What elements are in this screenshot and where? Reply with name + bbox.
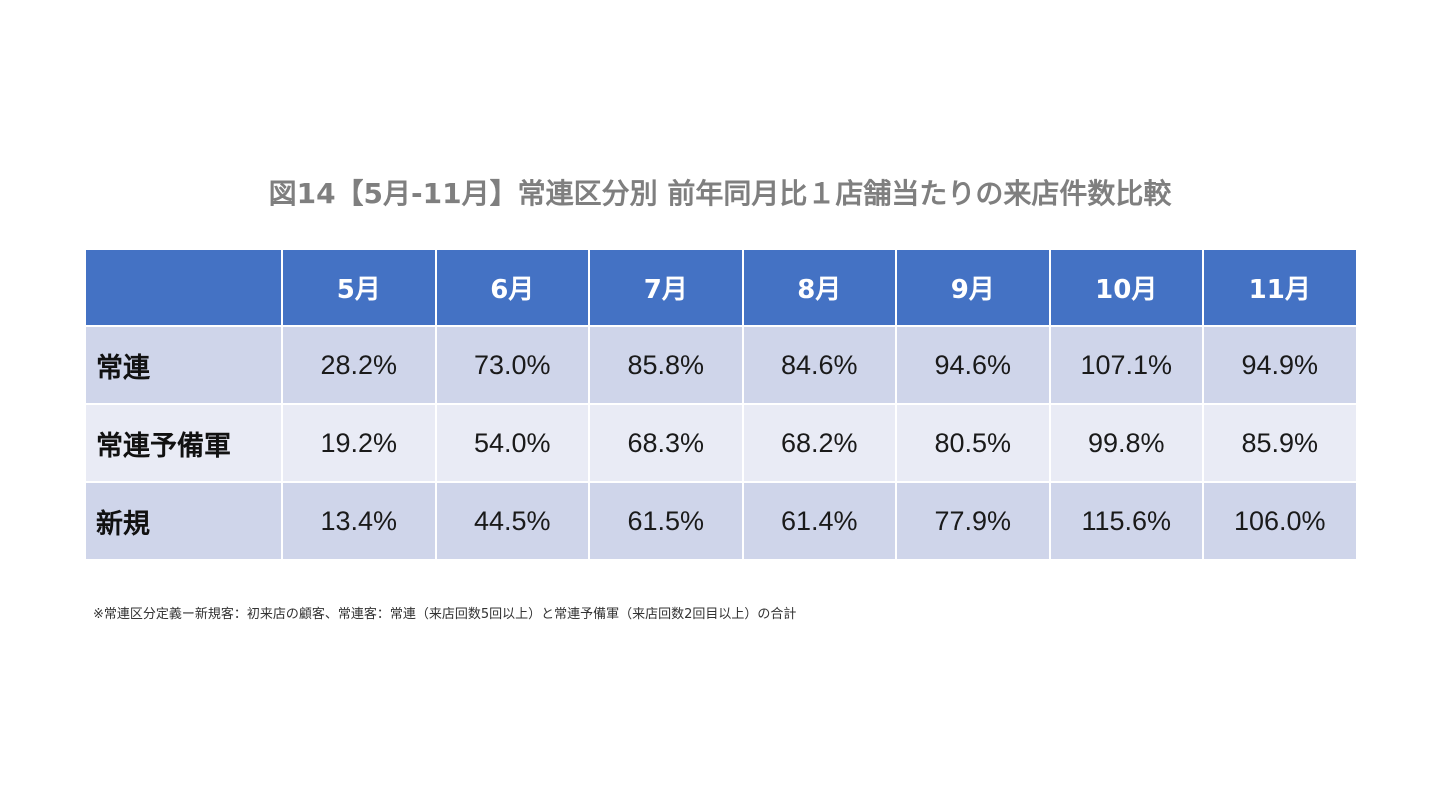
column-header: 8月 — [741, 248, 897, 327]
table-cell: 107.1% — [1048, 325, 1204, 405]
table-cell: 68.2% — [741, 403, 897, 483]
table-header-row: 5月 6月 7月 8月 9月 10月 11月 — [84, 248, 1358, 327]
table-cell: 61.4% — [741, 481, 897, 561]
row-label: 常連 — [84, 325, 283, 405]
column-header: 7月 — [588, 248, 744, 327]
table-cell: 85.9% — [1202, 403, 1358, 483]
table-cell: 85.8% — [588, 325, 744, 405]
table-cell: 94.9% — [1202, 325, 1358, 405]
chart-title: 図14【5月-11月】常連区分別 前年同月比１店舗当たりの来店件数比較 — [268, 177, 1172, 210]
table-cell: 106.0% — [1202, 481, 1358, 561]
table-cell: 99.8% — [1048, 403, 1204, 483]
table-cell: 94.6% — [895, 325, 1051, 405]
table-cell: 80.5% — [895, 403, 1051, 483]
table-cell: 115.6% — [1048, 481, 1204, 561]
row-label: 新規 — [84, 481, 283, 561]
column-header: 9月 — [895, 248, 1051, 327]
table-cell: 77.9% — [895, 481, 1051, 561]
table-row: 常連 28.2% 73.0% 85.8% 84.6% 94.6% 107.1% … — [84, 325, 1358, 405]
table-row: 常連予備軍 19.2% 54.0% 68.3% 68.2% 80.5% 99.8… — [84, 403, 1358, 483]
table-cell: 61.5% — [588, 481, 744, 561]
data-table: 5月 6月 7月 8月 9月 10月 11月 常連 28.2% 73.0% 85… — [84, 248, 1358, 561]
column-header: 10月 — [1048, 248, 1204, 327]
table-cell: 84.6% — [741, 325, 897, 405]
table-cell: 19.2% — [281, 403, 437, 483]
header-corner-cell — [84, 248, 283, 327]
table-cell: 68.3% — [588, 403, 744, 483]
table-cell: 28.2% — [281, 325, 437, 405]
table-cell: 44.5% — [434, 481, 590, 561]
table-row: 新規 13.4% 44.5% 61.5% 61.4% 77.9% 115.6% … — [84, 481, 1358, 561]
table-cell: 13.4% — [281, 481, 437, 561]
footnote: ※常連区分定義ー新規客：初来店の顧客、常連客：常連（来店回数5回以上）と常連予備… — [93, 607, 797, 622]
row-label: 常連予備軍 — [84, 403, 283, 483]
column-header: 6月 — [434, 248, 590, 327]
column-header: 5月 — [281, 248, 437, 327]
column-header: 11月 — [1202, 248, 1358, 327]
table-cell: 54.0% — [434, 403, 590, 483]
table-cell: 73.0% — [434, 325, 590, 405]
